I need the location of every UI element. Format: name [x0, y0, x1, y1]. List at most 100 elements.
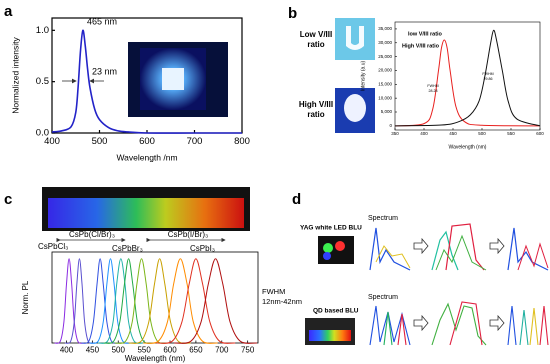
legend-entry: High V/III ratio — [402, 43, 440, 49]
series-line — [97, 258, 144, 344]
x-axis-label: Wavelength /nm — [116, 152, 177, 162]
x-tick-label: 550 — [137, 345, 151, 354]
y-tick-label: 0.5 — [36, 76, 49, 87]
x-tick-label: 400 — [420, 131, 428, 136]
x-tick-label: 500 — [478, 131, 486, 136]
y-tick-label: 1.0 — [36, 25, 49, 36]
series-line — [394, 29, 541, 127]
series-line — [143, 258, 218, 344]
x-tick-label: 500 — [92, 136, 108, 147]
y-axis-label: Norm. PL — [21, 280, 30, 314]
y-tick-label: 0 — [389, 123, 392, 128]
spectrum-label: Spectrum — [368, 215, 398, 222]
y-tick-label: 0.0 — [36, 128, 49, 139]
annotation: 23 nm — [92, 66, 117, 76]
mixed-label: CsPb(Cl/Br)₃ — [69, 230, 115, 239]
panel-label: b — [288, 5, 297, 22]
legend-entry: low V/III ratio — [408, 31, 443, 37]
photo-shape — [344, 94, 366, 122]
x-axis-label: Wavelength (nm) — [449, 144, 487, 150]
fwhm-label: 29.86 — [484, 77, 493, 81]
spectrum-icon — [435, 234, 487, 271]
photo-vials — [309, 330, 351, 341]
compound-label: CsPbBr₃ — [112, 244, 143, 253]
y-axis-label: Normalized intensity — [10, 36, 20, 113]
spectrum-label: Spectrum — [368, 294, 398, 301]
series-line — [64, 258, 95, 344]
panel-label: c — [4, 191, 12, 208]
photo-label: High V/III ratio — [298, 100, 334, 119]
x-tick-label: 500 — [112, 345, 126, 354]
x-tick-label: 600 — [139, 136, 155, 147]
panel-label: a — [4, 3, 13, 20]
process-arrow — [413, 314, 429, 332]
x-tick-label: 800 — [234, 136, 250, 147]
spectrum-icon — [431, 230, 459, 271]
series-line — [54, 258, 84, 344]
photo-shape — [346, 26, 364, 50]
process-arrow — [489, 237, 505, 255]
spectrum-icon — [449, 301, 483, 346]
spectrum-icon — [519, 309, 529, 346]
annotation: 12nm-42nm — [262, 297, 302, 306]
x-tick-label: 600 — [163, 345, 177, 354]
series-line — [51, 29, 242, 134]
annotation: FWHM — [262, 287, 285, 296]
photo-bottles — [48, 198, 244, 228]
series-line — [156, 258, 236, 344]
fwhm-label: 28.28 — [429, 89, 438, 93]
compound-label: CsPbI₃ — [190, 244, 215, 253]
spectrum-icon — [369, 227, 411, 271]
series-line — [103, 258, 154, 344]
series-line — [394, 39, 541, 127]
spectrum-icon — [383, 311, 393, 346]
fwhm-label: FWHM — [427, 84, 438, 88]
x-tick-label: 550 — [507, 131, 515, 136]
y-axis-label: Intensity (a.u) — [360, 61, 366, 92]
y-tick-label: 25,000 — [378, 54, 392, 59]
compound-label: CsPbCl₃ — [38, 242, 68, 251]
x-tick-label: 400 — [60, 345, 74, 354]
photo — [335, 18, 375, 60]
row-title: QD based BLU — [313, 308, 359, 315]
plot-frame — [394, 21, 541, 131]
spectrum-icon — [539, 305, 549, 346]
photo-chip — [162, 68, 184, 90]
y-tick-label: 30,000 — [378, 40, 392, 45]
y-tick-label: 35,000 — [378, 26, 392, 31]
series-line — [174, 258, 258, 344]
series-line — [81, 258, 119, 344]
series-line — [114, 258, 169, 344]
fwhm-label: FWHM — [482, 72, 493, 76]
photo-label: Low V/III ratio — [299, 30, 333, 49]
x-tick-label: 750 — [241, 345, 255, 354]
x-tick-label: 650 — [189, 345, 203, 354]
spectrum-icon — [445, 223, 485, 271]
x-tick-label: 600 — [536, 131, 544, 136]
y-tick-label: 15,000 — [378, 81, 392, 86]
y-tick-label: 20,000 — [378, 68, 392, 73]
x-tick-label: 700 — [187, 136, 203, 147]
spectrum-icon — [375, 245, 411, 269]
y-tick-label: 5,000 — [381, 109, 393, 114]
photo-led — [335, 241, 345, 251]
y-tick-label: 10,000 — [378, 95, 392, 100]
x-tick-label: 450 — [449, 131, 457, 136]
row-title: YAG white LED BLU — [300, 225, 362, 232]
photo-led — [323, 252, 331, 260]
photo — [318, 236, 354, 264]
series-line — [128, 258, 191, 344]
series-line — [89, 258, 132, 344]
x-axis-label: Wavelength (nm) — [125, 354, 186, 363]
panel-label: d — [292, 191, 301, 208]
photo-led — [323, 243, 333, 253]
x-tick-label: 400 — [44, 136, 60, 147]
spectrum-icon — [507, 305, 517, 346]
x-tick-label: 700 — [215, 345, 229, 354]
annotation: 465 nm — [87, 16, 117, 26]
x-tick-label: 350 — [391, 131, 399, 136]
x-tick-label: 450 — [86, 345, 100, 354]
spectrum-icon — [431, 302, 487, 346]
